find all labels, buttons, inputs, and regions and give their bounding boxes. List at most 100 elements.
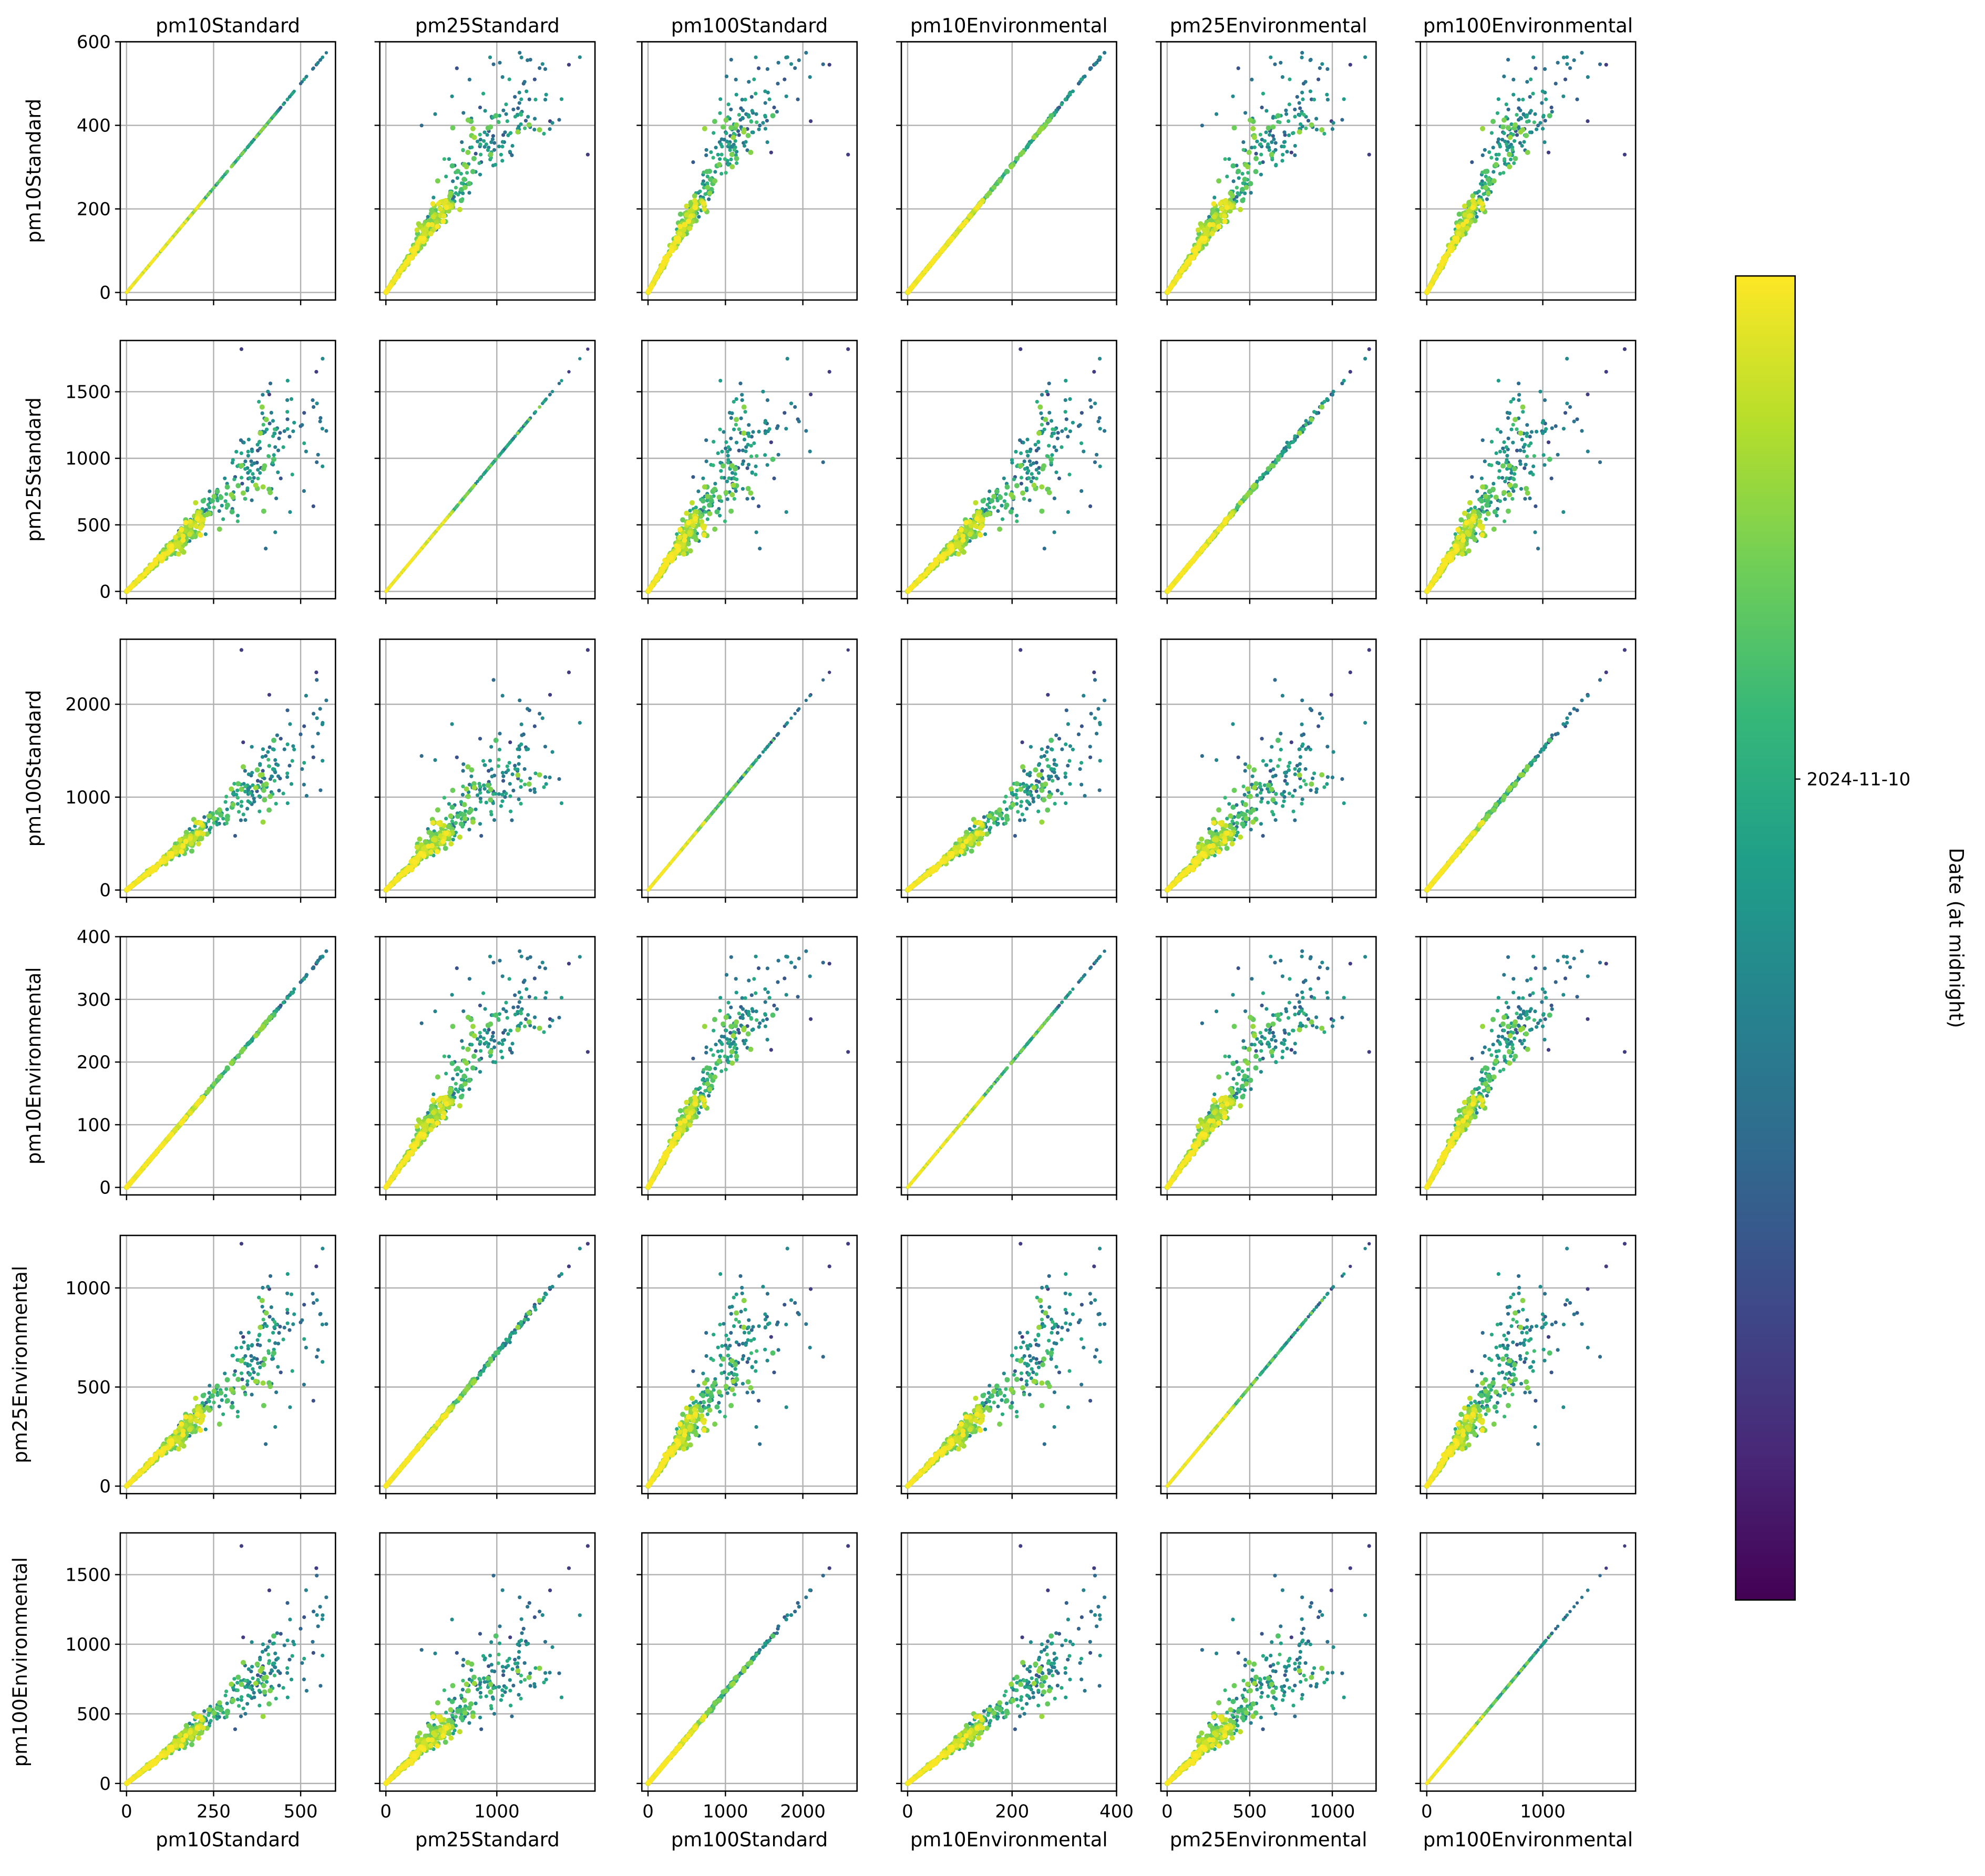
scatter-point xyxy=(187,532,192,537)
scatter-point xyxy=(1231,95,1235,98)
scatter-point xyxy=(408,255,413,260)
scatter-point xyxy=(757,66,760,70)
scatter-point xyxy=(533,78,537,81)
scatter-point xyxy=(312,405,315,409)
scatter-point xyxy=(1367,153,1371,157)
scatter-points xyxy=(905,347,1106,594)
scatter-point xyxy=(702,201,707,207)
scatter-point xyxy=(443,157,446,161)
scatter-point xyxy=(479,153,482,157)
scatter-point xyxy=(269,382,272,385)
scatter-point xyxy=(538,66,541,70)
scatter-point xyxy=(775,426,779,430)
scatter-point xyxy=(243,459,247,463)
scatter-point xyxy=(720,476,724,479)
scatter-point xyxy=(527,122,532,128)
scatter-point xyxy=(240,347,243,351)
scatter-point xyxy=(1542,140,1546,144)
scatter-point xyxy=(726,450,729,453)
scatter-point xyxy=(723,519,727,523)
scatter-point xyxy=(488,152,493,157)
scatter-point xyxy=(1326,98,1330,101)
scatter-point xyxy=(1080,411,1084,415)
scatter-point xyxy=(1299,122,1302,126)
scatter-point xyxy=(157,252,160,255)
scatter-point xyxy=(464,164,469,169)
scatter-point xyxy=(1222,213,1227,219)
scatter-point xyxy=(544,93,548,97)
scatter-point xyxy=(223,477,227,480)
scatter-point xyxy=(586,153,590,157)
scatter-point xyxy=(548,127,552,131)
scatter-point xyxy=(1486,177,1491,182)
scatter-point xyxy=(273,445,277,449)
scatter-point xyxy=(718,97,722,101)
scatter-point xyxy=(457,207,462,212)
scatter-point xyxy=(513,435,517,438)
scatter-point xyxy=(804,51,808,55)
scatter-point xyxy=(729,463,735,468)
scatter-point xyxy=(578,55,582,59)
scatter-point xyxy=(1029,463,1033,467)
scatter-point xyxy=(162,246,166,249)
scatter-point xyxy=(461,111,465,115)
scatter-point xyxy=(1232,125,1237,130)
scatter-point xyxy=(706,517,709,521)
scatter-point xyxy=(1175,275,1180,280)
scatter-point xyxy=(694,506,698,509)
scatter-point xyxy=(684,203,689,209)
scatter-point xyxy=(489,464,492,467)
scatter-point xyxy=(221,517,225,521)
scatter-point xyxy=(470,126,476,131)
scatter-point xyxy=(1317,78,1320,81)
scatter-point xyxy=(1093,401,1097,405)
scatter-point xyxy=(1031,135,1036,140)
scatter-point xyxy=(729,152,735,157)
scatter-point xyxy=(548,393,551,396)
scatter-point xyxy=(251,480,254,483)
scatter-point xyxy=(707,502,712,508)
scatter-point xyxy=(455,66,459,70)
scatter-point xyxy=(1544,119,1547,122)
scatter-point xyxy=(906,289,911,294)
scatter-point xyxy=(519,97,523,101)
scatter-point xyxy=(1103,51,1106,55)
scatter-point xyxy=(1505,142,1508,146)
scatter-point xyxy=(910,283,916,288)
scatter-point xyxy=(454,186,458,190)
scatter-point xyxy=(1503,157,1506,161)
scatter-point xyxy=(735,161,738,165)
scatter-point xyxy=(1513,139,1516,143)
scatter-point xyxy=(1550,106,1554,109)
scatter-point xyxy=(1271,134,1275,138)
scatter-point xyxy=(728,509,734,514)
scatter-point xyxy=(1497,97,1500,101)
scatter-point xyxy=(538,405,541,408)
scatter-point xyxy=(170,237,173,240)
scatter-point xyxy=(478,106,482,109)
scatter-point xyxy=(256,468,260,471)
scatter-point xyxy=(271,434,275,438)
scatter-point xyxy=(153,559,159,564)
scatter-point xyxy=(707,191,712,196)
scatter-point xyxy=(287,435,291,438)
scatter-point xyxy=(198,525,203,531)
scatter-point xyxy=(1486,191,1491,196)
scatter-point xyxy=(705,185,710,190)
scatter-point xyxy=(743,144,746,148)
scatter-point xyxy=(318,419,322,423)
scatter-point xyxy=(1089,405,1093,409)
scatter-point xyxy=(1037,471,1041,475)
scatter-point xyxy=(1572,58,1576,62)
scatter-point xyxy=(996,509,1000,513)
scatter-point xyxy=(1483,148,1487,152)
scatter-point xyxy=(504,102,508,106)
scatter-point xyxy=(1462,203,1467,209)
panel-pm10Standard-vs-pm10Environmental: pm10Environmental xyxy=(896,14,1116,305)
scatter-point xyxy=(747,80,750,84)
scatter-point xyxy=(1219,207,1225,212)
scatter-point xyxy=(716,451,720,455)
scatter-point xyxy=(1232,179,1236,183)
scatter-point xyxy=(705,459,708,463)
scatter-point xyxy=(470,146,474,149)
